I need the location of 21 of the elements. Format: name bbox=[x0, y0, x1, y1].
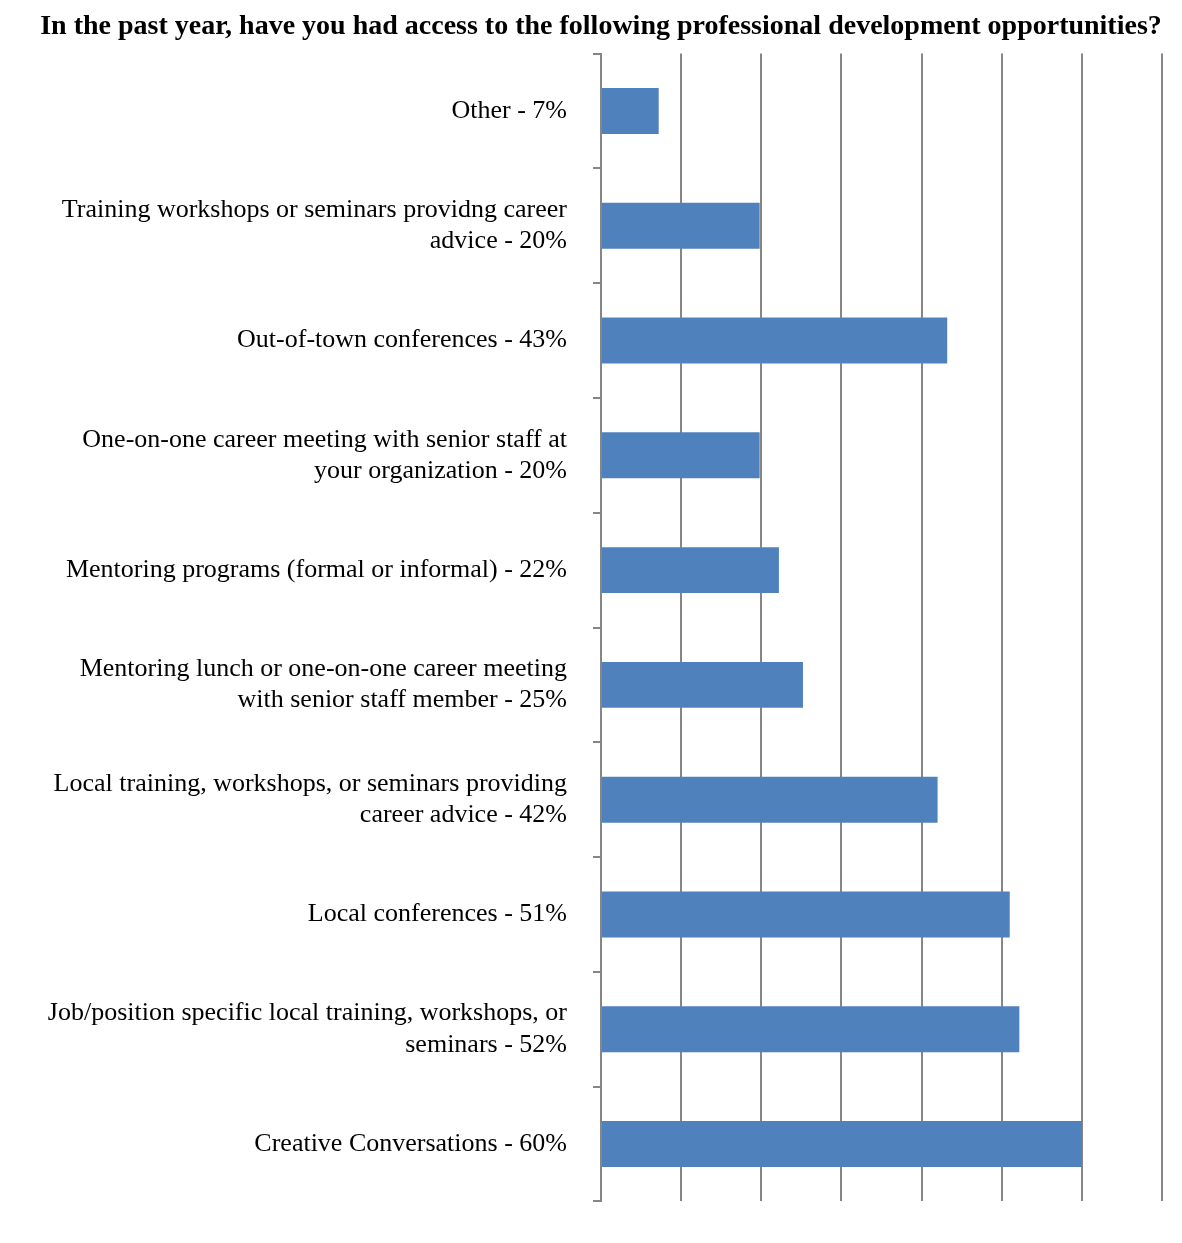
bar bbox=[602, 1006, 1020, 1053]
bar bbox=[602, 202, 760, 249]
bar bbox=[602, 1121, 1082, 1167]
bar bbox=[602, 432, 760, 479]
y-tick-label: One-on-one career meeting with senior staff at your organization - 20% bbox=[82, 423, 568, 484]
y-tick-label: Training workshops or seminars providng career advice - 20% bbox=[61, 194, 568, 255]
y-tick-label: Job/position specific local training, workshops, or seminars - 52% bbox=[47, 997, 568, 1058]
bar bbox=[602, 317, 948, 364]
y-tick-label: Mentoring lunch or one-on-one career meeting with senior staff member - 25% bbox=[79, 653, 567, 714]
y-tick-label: Mentoring programs (formal or informal) - 22% bbox=[65, 553, 567, 583]
y-tick-label: Local training, workshops, or seminars providing career advice - 42% bbox=[53, 767, 567, 829]
bar bbox=[602, 547, 779, 594]
chart-title: In the past year, have you had access to the following professional development opportunities? bbox=[40, 9, 1162, 41]
bar bbox=[602, 891, 1010, 938]
y-tick-label: Local conferences - 51% bbox=[307, 898, 567, 928]
y-tick-label: Creative Conversations - 60% bbox=[254, 1127, 567, 1157]
bar bbox=[602, 776, 938, 823]
y-tick-label: Out-of-town conferences - 43% bbox=[237, 324, 567, 354]
bar bbox=[602, 88, 659, 134]
bar bbox=[602, 661, 803, 708]
y-tick-label: Other - 7% bbox=[451, 94, 567, 124]
